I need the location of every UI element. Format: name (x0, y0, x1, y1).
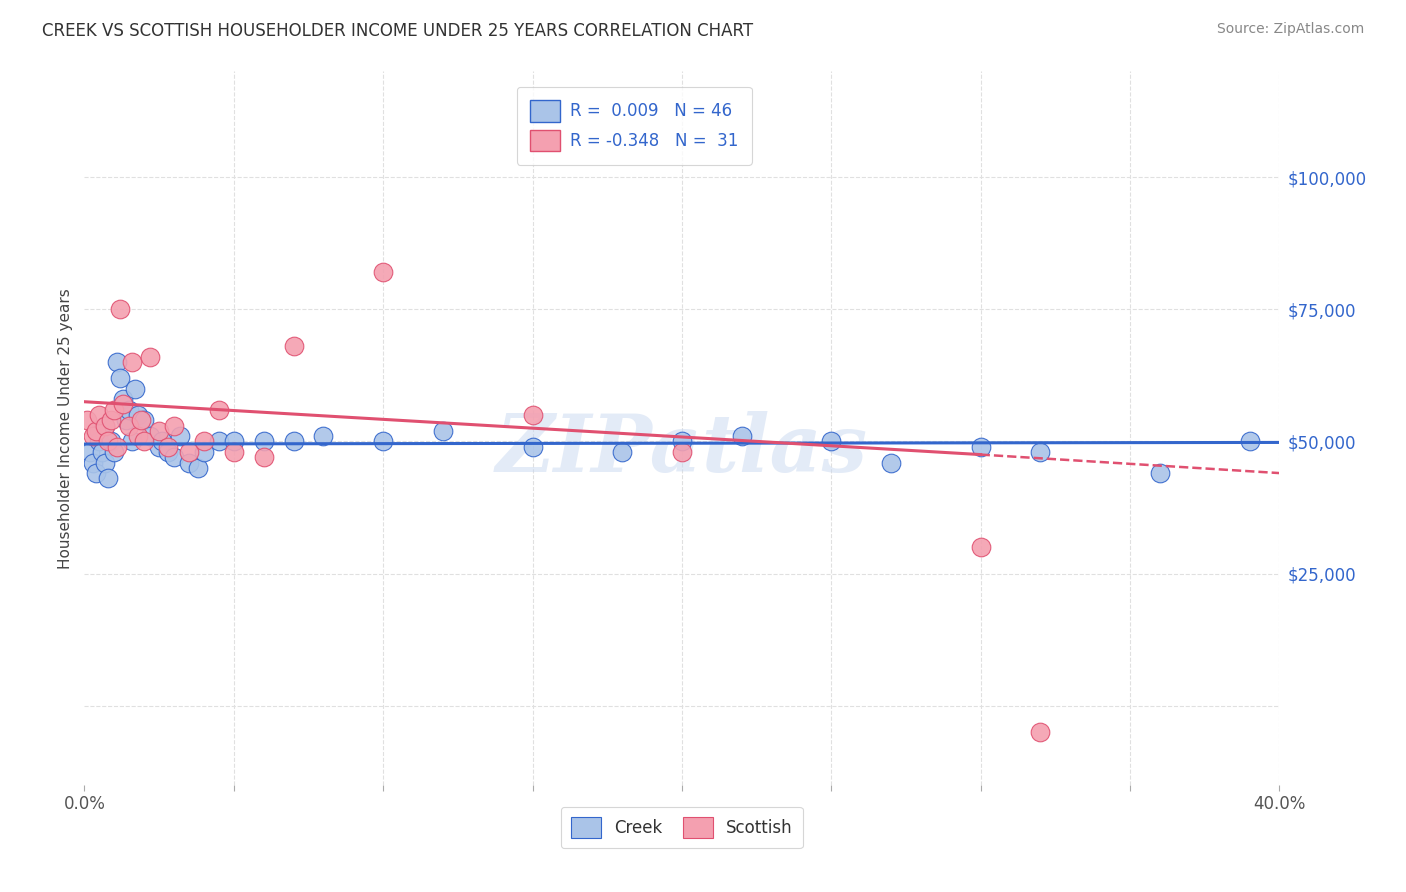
Point (115, 413, 138, 427)
Point (432, 424, 454, 438)
Point (163, 450, 186, 465)
Point (139, 429, 162, 443)
Point (187, 460, 209, 475)
Point (222, 434, 245, 449)
Point (157, 440, 180, 454)
Point (103, 445, 125, 459)
Point (522, 408, 544, 422)
Point (105, 440, 128, 454)
Point (222, 445, 245, 459)
Point (94, 418, 117, 433)
Text: ZIPatlas: ZIPatlas (496, 411, 868, 488)
Point (79, 445, 101, 459)
Y-axis label: Householder Income Under 25 years: Householder Income Under 25 years (58, 288, 73, 568)
Point (91, 445, 114, 459)
Point (671, 445, 693, 459)
Point (86, 466, 108, 480)
Point (82, 456, 104, 470)
Point (132, 413, 156, 427)
Point (970, 440, 993, 454)
Text: Source: ZipAtlas.com: Source: ZipAtlas.com (1216, 22, 1364, 37)
Point (112, 392, 135, 406)
Point (1149, 466, 1171, 480)
Point (112, 397, 135, 411)
Point (82, 429, 104, 443)
Point (118, 418, 141, 433)
Point (139, 350, 162, 364)
Point (208, 402, 231, 417)
Point (671, 434, 693, 449)
Point (373, 434, 395, 449)
Point (1029, 445, 1052, 459)
Legend: Creek, Scottish: Creek, Scottish (561, 806, 803, 848)
Point (253, 434, 276, 449)
Point (612, 445, 634, 459)
Point (253, 450, 276, 465)
Point (193, 445, 215, 459)
Point (1239, 434, 1261, 449)
Point (820, 434, 842, 449)
Point (89, 434, 111, 449)
Point (110, 302, 132, 317)
Point (76, 413, 98, 427)
Point (89, 424, 111, 438)
Point (373, 265, 395, 279)
Point (127, 408, 149, 422)
Point (150, 434, 173, 449)
Point (208, 434, 231, 449)
Point (121, 434, 143, 449)
Point (86, 424, 108, 438)
Point (312, 429, 335, 443)
Point (522, 440, 544, 454)
Point (148, 440, 170, 454)
Point (100, 413, 122, 427)
Point (129, 413, 152, 427)
Point (118, 402, 141, 417)
Point (94, 418, 117, 433)
Point (97, 434, 120, 449)
Point (110, 371, 132, 385)
Point (731, 429, 754, 443)
Point (89, 408, 111, 422)
Point (1029, 725, 1052, 739)
Point (177, 456, 200, 470)
Point (148, 424, 170, 438)
Point (121, 355, 143, 369)
Point (100, 434, 122, 449)
Point (157, 445, 180, 459)
Point (970, 540, 993, 554)
Point (193, 434, 215, 449)
Point (124, 382, 146, 396)
Text: CREEK VS SCOTTISH HOUSEHOLDER INCOME UNDER 25 YEARS CORRELATION CHART: CREEK VS SCOTTISH HOUSEHOLDER INCOME UND… (42, 22, 754, 40)
Point (283, 434, 305, 449)
Point (163, 418, 186, 433)
Point (105, 355, 128, 369)
Point (94, 456, 117, 470)
Point (132, 434, 156, 449)
Point (177, 445, 200, 459)
Point (127, 429, 149, 443)
Point (97, 471, 120, 485)
Point (283, 339, 305, 353)
Point (169, 429, 191, 443)
Point (880, 456, 903, 470)
Point (103, 402, 125, 417)
